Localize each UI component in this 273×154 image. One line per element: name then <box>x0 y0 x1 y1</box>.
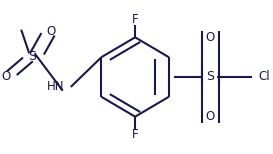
Text: F: F <box>132 128 138 141</box>
Text: O: O <box>206 31 215 44</box>
Text: S: S <box>28 50 36 63</box>
Text: F: F <box>132 13 138 26</box>
Text: HN: HN <box>47 80 64 93</box>
Text: O: O <box>206 110 215 123</box>
Text: Cl: Cl <box>259 71 270 83</box>
Text: O: O <box>46 25 55 38</box>
Text: S: S <box>206 71 214 83</box>
Text: O: O <box>2 71 11 83</box>
